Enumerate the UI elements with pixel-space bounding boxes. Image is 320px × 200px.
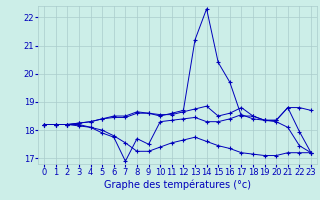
- X-axis label: Graphe des températures (°c): Graphe des températures (°c): [104, 180, 251, 190]
